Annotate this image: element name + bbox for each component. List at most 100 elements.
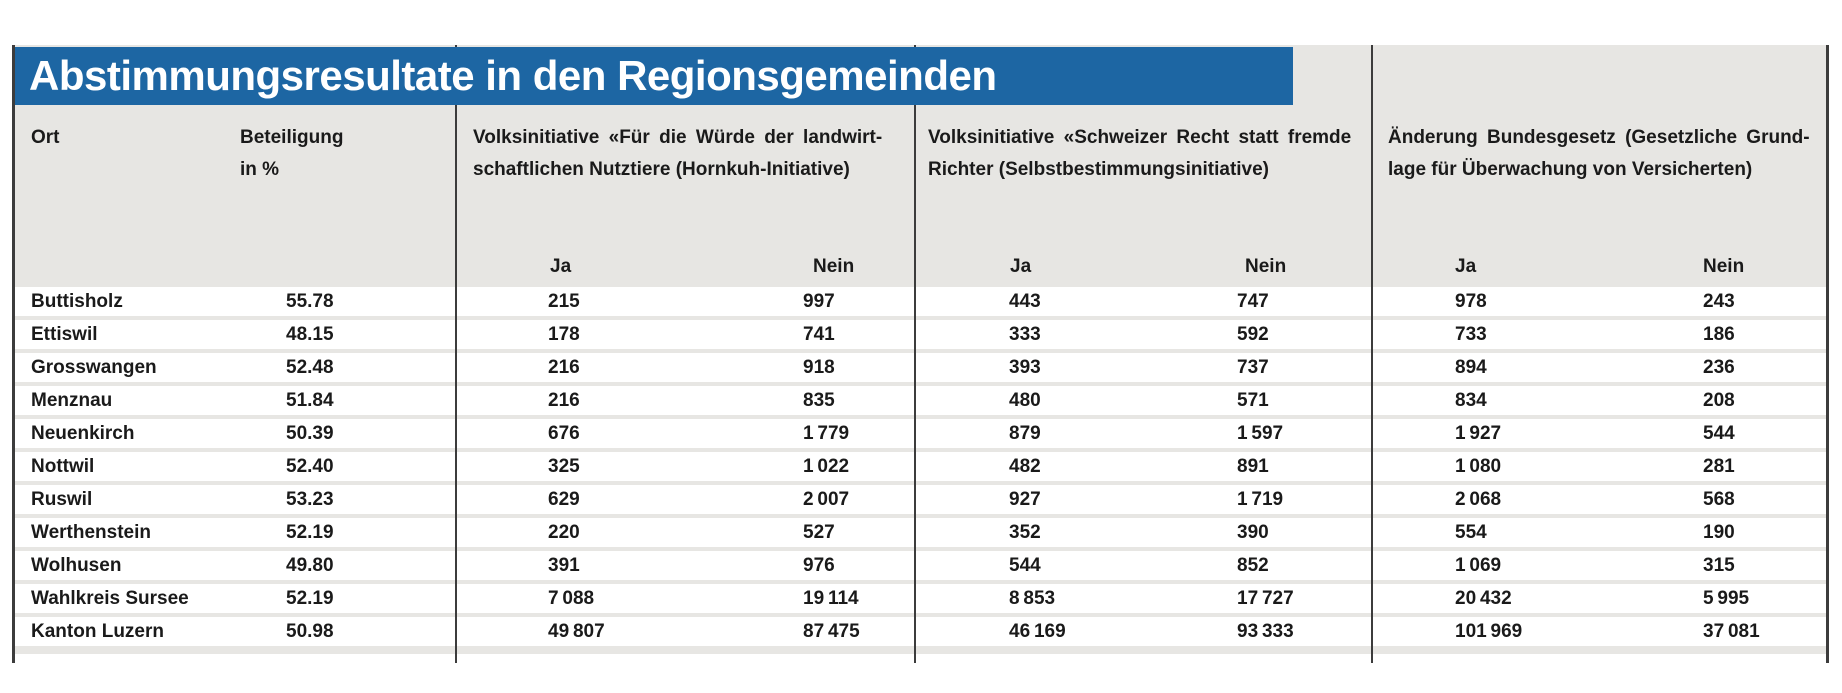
ja-cell: 220 <box>548 522 580 543</box>
nein-cell: 918 <box>803 357 835 378</box>
ort-cell: Neuenkirch <box>31 423 135 444</box>
ja-cell: 1 080 <box>1455 456 1502 477</box>
nein-cell: 243 <box>1703 291 1735 312</box>
nein-cell: 1 779 <box>803 423 850 444</box>
column-header-ort-label: Ort <box>31 127 60 148</box>
nein-cell: 190 <box>1703 522 1735 543</box>
nein-cell: 737 <box>1237 357 1269 378</box>
column-divider-2 <box>914 45 916 663</box>
ja-cell: 554 <box>1455 522 1487 543</box>
table-row: Ettiswil 48.15 178 741 333 592 733 186 <box>15 320 1826 349</box>
initiative1-line1: Volksinitiative «Für die Würde der landw… <box>473 127 883 148</box>
beteiligung-cell: 52.19 <box>286 522 334 543</box>
ja-cell: 333 <box>1009 324 1041 345</box>
beteiligung-line1: Beteiligung <box>240 127 344 148</box>
ja-cell: 352 <box>1009 522 1041 543</box>
table-row: Buttisholz 55.78 215 997 443 747 978 243 <box>15 287 1826 316</box>
nein-cell: 997 <box>803 291 835 312</box>
ja-cell: 978 <box>1455 291 1487 312</box>
beteiligung-cell: 53.23 <box>286 489 334 510</box>
ort-cell: Kanton Luzern <box>31 621 164 642</box>
ja-cell: 215 <box>548 291 580 312</box>
subheader-nein-1: Nein <box>813 256 855 277</box>
nein-cell: 17 727 <box>1237 588 1294 609</box>
subheader-ja-3: Ja <box>1455 256 1477 277</box>
nein-cell: 281 <box>1703 456 1735 477</box>
subheader-ja-1: Ja <box>550 256 572 277</box>
table-row: Menznau 51.84 216 835 480 571 834 208 <box>15 386 1826 415</box>
nein-cell: 592 <box>1237 324 1269 345</box>
subheader-nein-2: Nein <box>1245 256 1287 277</box>
initiative2-line1: Volksinitiative «Schweizer Recht statt f… <box>928 127 1352 148</box>
results-table: Abstimmungsresultate in den Regionsgemei… <box>12 45 1829 663</box>
beteiligung-cell: 51.84 <box>286 390 334 411</box>
nein-cell: 568 <box>1703 489 1735 510</box>
nein-cell: 93 333 <box>1237 621 1294 642</box>
column-header-ort: Ort <box>31 122 60 154</box>
nein-cell: 1 022 <box>803 456 850 477</box>
ort-cell: Menznau <box>31 390 113 411</box>
beteiligung-cell: 55.78 <box>286 291 334 312</box>
ja-cell: 20 432 <box>1455 588 1512 609</box>
nein-cell: 835 <box>803 390 835 411</box>
bottom-empty-row <box>15 654 1826 663</box>
nein-cell: 747 <box>1237 291 1269 312</box>
table-row: Werthenstein 52.19 220 527 352 390 554 190 <box>15 518 1826 547</box>
ja-cell: 2 068 <box>1455 489 1502 510</box>
table-row: Wolhusen 49.80 391 976 544 852 1 069 315 <box>15 551 1826 580</box>
table-row: Grosswangen 52.48 216 918 393 737 894 236 <box>15 353 1826 382</box>
ja-cell: 834 <box>1455 390 1487 411</box>
ja-cell: 393 <box>1009 357 1041 378</box>
ja-cell: 443 <box>1009 291 1041 312</box>
ja-cell: 101 969 <box>1455 621 1523 642</box>
subheader-ja-2: Ja <box>1010 256 1032 277</box>
ja-cell: 894 <box>1455 357 1487 378</box>
nein-cell: 390 <box>1237 522 1269 543</box>
title-banner: Abstimmungsresultate in den Regionsgemei… <box>15 47 1293 105</box>
column-header-bundesgesetz: Änderung Bundesgesetz (Gesetzliche Grund… <box>1388 122 1824 186</box>
ja-cell: 482 <box>1009 456 1041 477</box>
nein-cell: 2 007 <box>803 489 850 510</box>
ja-cell: 544 <box>1009 555 1041 576</box>
initiative3-line2: lage für Überwachung von Versicherten) <box>1388 159 1753 180</box>
beteiligung-cell: 48.15 <box>286 324 334 345</box>
nein-cell: 186 <box>1703 324 1735 345</box>
ja-cell: 49 807 <box>548 621 605 642</box>
column-header-initiative-selbstbestimmung: Volksinitiative «Schweizer Recht statt f… <box>928 122 1358 186</box>
ja-cell: 391 <box>548 555 580 576</box>
table-row: Kanton Luzern 50.98 49 807 87 475 46 169 93 3… <box>15 617 1826 646</box>
ja-cell: 216 <box>548 357 580 378</box>
nein-cell: 852 <box>1237 555 1269 576</box>
nein-cell: 37 081 <box>1703 621 1760 642</box>
nein-cell: 891 <box>1237 456 1269 477</box>
ja-cell: 629 <box>548 489 580 510</box>
ort-cell: Wahlkreis Sursee <box>31 588 189 609</box>
ort-cell: Nottwil <box>31 456 95 477</box>
ja-cell: 1 927 <box>1455 423 1502 444</box>
column-header-initiative-hornkuh: Volksinitiative «Für die Würde der landw… <box>473 122 911 186</box>
ja-cell: 927 <box>1009 489 1041 510</box>
column-divider-1 <box>455 45 457 663</box>
beteiligung-cell: 49.80 <box>286 555 334 576</box>
ja-cell: 325 <box>548 456 580 477</box>
subheader-nein-3: Nein <box>1703 256 1745 277</box>
nein-cell: 976 <box>803 555 835 576</box>
nein-cell: 236 <box>1703 357 1735 378</box>
beteiligung-cell: 50.98 <box>286 621 334 642</box>
column-divider-3 <box>1371 45 1373 663</box>
ort-cell: Buttisholz <box>31 291 123 312</box>
ja-cell: 733 <box>1455 324 1487 345</box>
table-body: Buttisholz 55.78 215 997 443 747 978 243 Ettiswi… <box>15 287 1826 650</box>
beteiligung-cell: 52.40 <box>286 456 334 477</box>
nein-cell: 1 719 <box>1237 489 1284 510</box>
ja-cell: 879 <box>1009 423 1041 444</box>
column-header-beteiligung: Beteiligung in % <box>240 122 343 186</box>
nein-cell: 208 <box>1703 390 1735 411</box>
initiative3-line1: Änderung Bundesgesetz (Gesetzliche Grund… <box>1388 127 1810 148</box>
initiative2-line2: Richter (Selbstbestimmungsinitiative) <box>928 159 1270 180</box>
table-row: Nottwil 52.40 325 1 022 482 891 1 080 281 <box>15 452 1826 481</box>
table-title: Abstimmungsresultate in den Regionsgemei… <box>29 52 997 99</box>
nein-cell: 741 <box>803 324 835 345</box>
beteiligung-line2: in % <box>240 159 280 180</box>
table-row: Neuenkirch 50.39 676 1 779 879 1 597 1 927 544 <box>15 419 1826 448</box>
